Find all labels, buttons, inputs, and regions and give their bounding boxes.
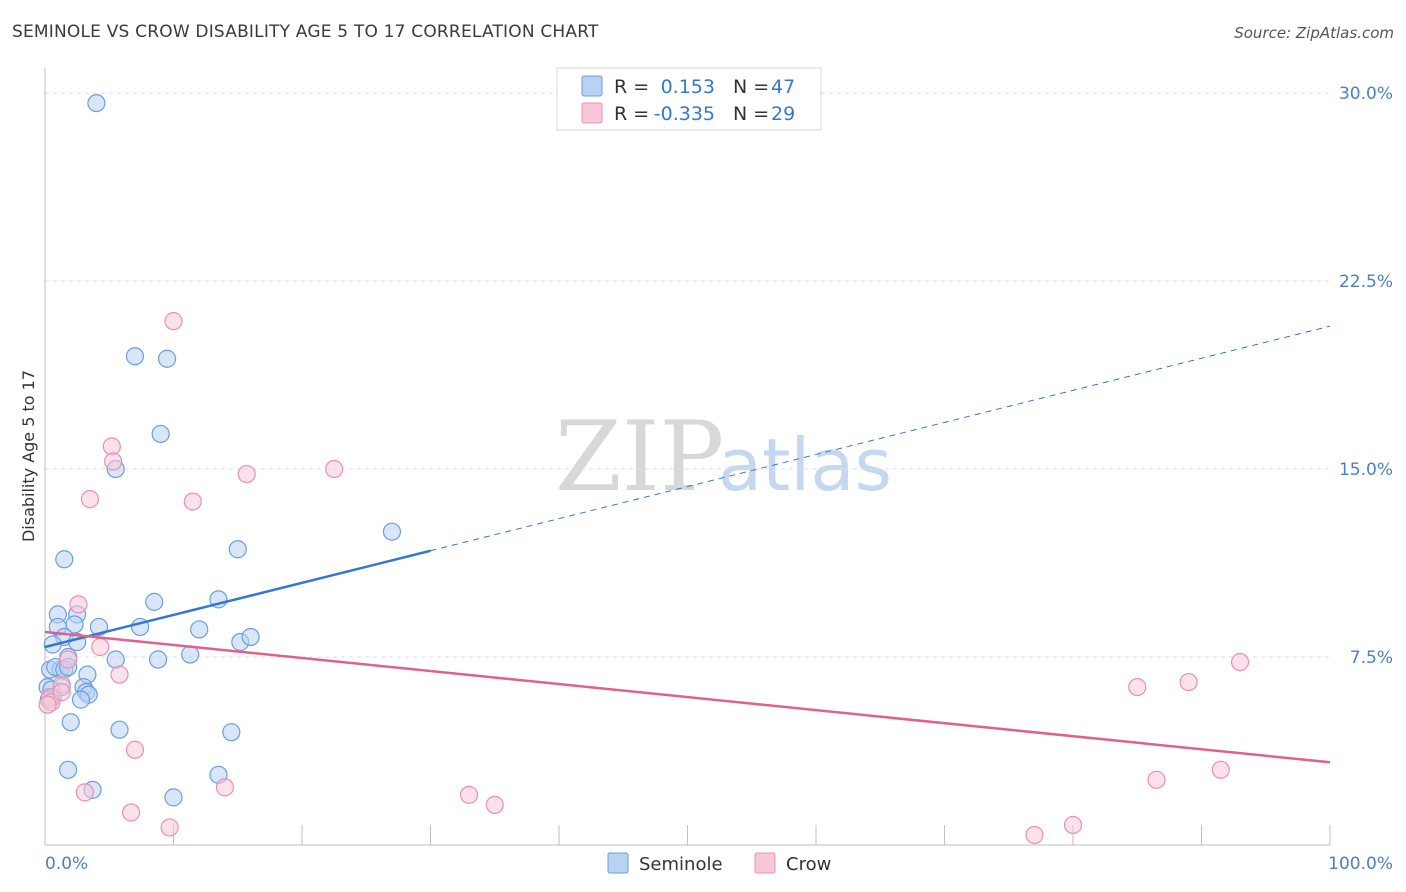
crow-n-value: 29 [771,103,795,125]
seminole-point [106,650,125,669]
crow-point [125,740,145,759]
crow-point [459,785,479,804]
seminole-point [228,540,247,559]
crow-point [102,437,121,456]
crow-point [69,595,88,614]
seminole-point [148,650,168,669]
seminole-point [222,723,241,742]
seminole-point [87,93,106,113]
watermark-zip: ZIP [555,401,724,513]
y-tick-label: 15.0% [1339,460,1393,480]
crow-series-label: Crow [786,854,831,875]
seminole-point [151,424,170,444]
seminole-point [71,690,91,709]
crow-point [121,803,141,822]
seminole-series-swatch [607,852,629,874]
y-tick-label: 7.5% [1350,648,1393,668]
seminole-point [181,645,200,664]
crow-point [1025,825,1044,845]
x-tick-label-max: 100.0% [1328,854,1393,874]
y-tick-labels: 7.5% 15.0% 22.5% 30.0% [1339,84,1393,668]
chart-title: SEMINOLE VS CROW DISABILITY AGE 5 TO 17 … [12,22,599,42]
seminole-series-label: Seminole [639,854,723,875]
seminole-point [145,592,164,611]
seminole-point [125,347,145,366]
crow-point [164,312,183,331]
crow-r-label: R = [614,103,649,125]
seminole-legend-swatch [581,75,603,97]
y-axis-label: Disability Age 5 to 17 [19,370,38,542]
seminole-point [164,788,183,807]
seminole-point [382,522,402,541]
seminole-point [61,713,80,732]
seminole-point [65,615,84,634]
seminole-n-value: 47 [771,76,795,98]
crow-point [52,683,71,702]
crow-point [38,695,57,714]
crow-point [485,795,504,814]
crow-trend-line [44,630,1331,764]
seminole-point [110,720,129,739]
seminole-point [190,620,209,639]
seminole-point [55,550,74,569]
crow-point [91,637,110,657]
crow-series-swatch [754,852,776,874]
crow-point [1147,770,1166,789]
stats-legend: R = 0.153 N = 47 R = -0.335 N = 29 [556,67,822,131]
series-legend: Seminole Crow [607,852,831,875]
watermark: ZIP atlas [555,401,892,513]
crow-point [183,492,202,511]
seminole-n-label: N = [733,76,769,98]
y-tick-label: 30.0% [1339,84,1393,104]
trend-lines [44,325,1331,764]
crow-point [1063,815,1083,835]
crow-legend-swatch [581,102,603,124]
seminole-point [157,349,177,368]
data-points [38,93,1250,845]
crow-point [325,459,344,479]
seminole-point [241,627,260,647]
crow-point [237,464,256,484]
crow-point [160,818,179,837]
crow-point [1211,760,1230,779]
crow-point [104,452,123,471]
seminole-trend-line [44,549,431,649]
seminole-point [59,760,78,779]
crow-point [59,650,78,669]
x-ticks [44,825,1331,845]
crow-point [75,783,94,802]
seminole-trend-extension [430,325,1331,552]
crow-point [1179,672,1198,692]
x-tick-label-min: 0.0% [45,854,88,874]
chart-source: Source: ZipAtlas.com [1234,24,1394,42]
grid-lines [45,92,1330,658]
crow-r-value: -0.335 [654,103,715,125]
crow-point [1230,652,1250,672]
y-tick-label: 22.5% [1339,272,1393,292]
watermark-atlas: atlas [718,423,892,507]
crow-point [1128,677,1147,697]
crow-n-label: N = [733,103,769,125]
crow-point [110,665,129,684]
seminole-r-value: 0.153 [661,76,715,98]
crow-point [80,490,100,509]
crow-point [215,778,234,797]
seminole-r-label: R = [614,76,649,98]
